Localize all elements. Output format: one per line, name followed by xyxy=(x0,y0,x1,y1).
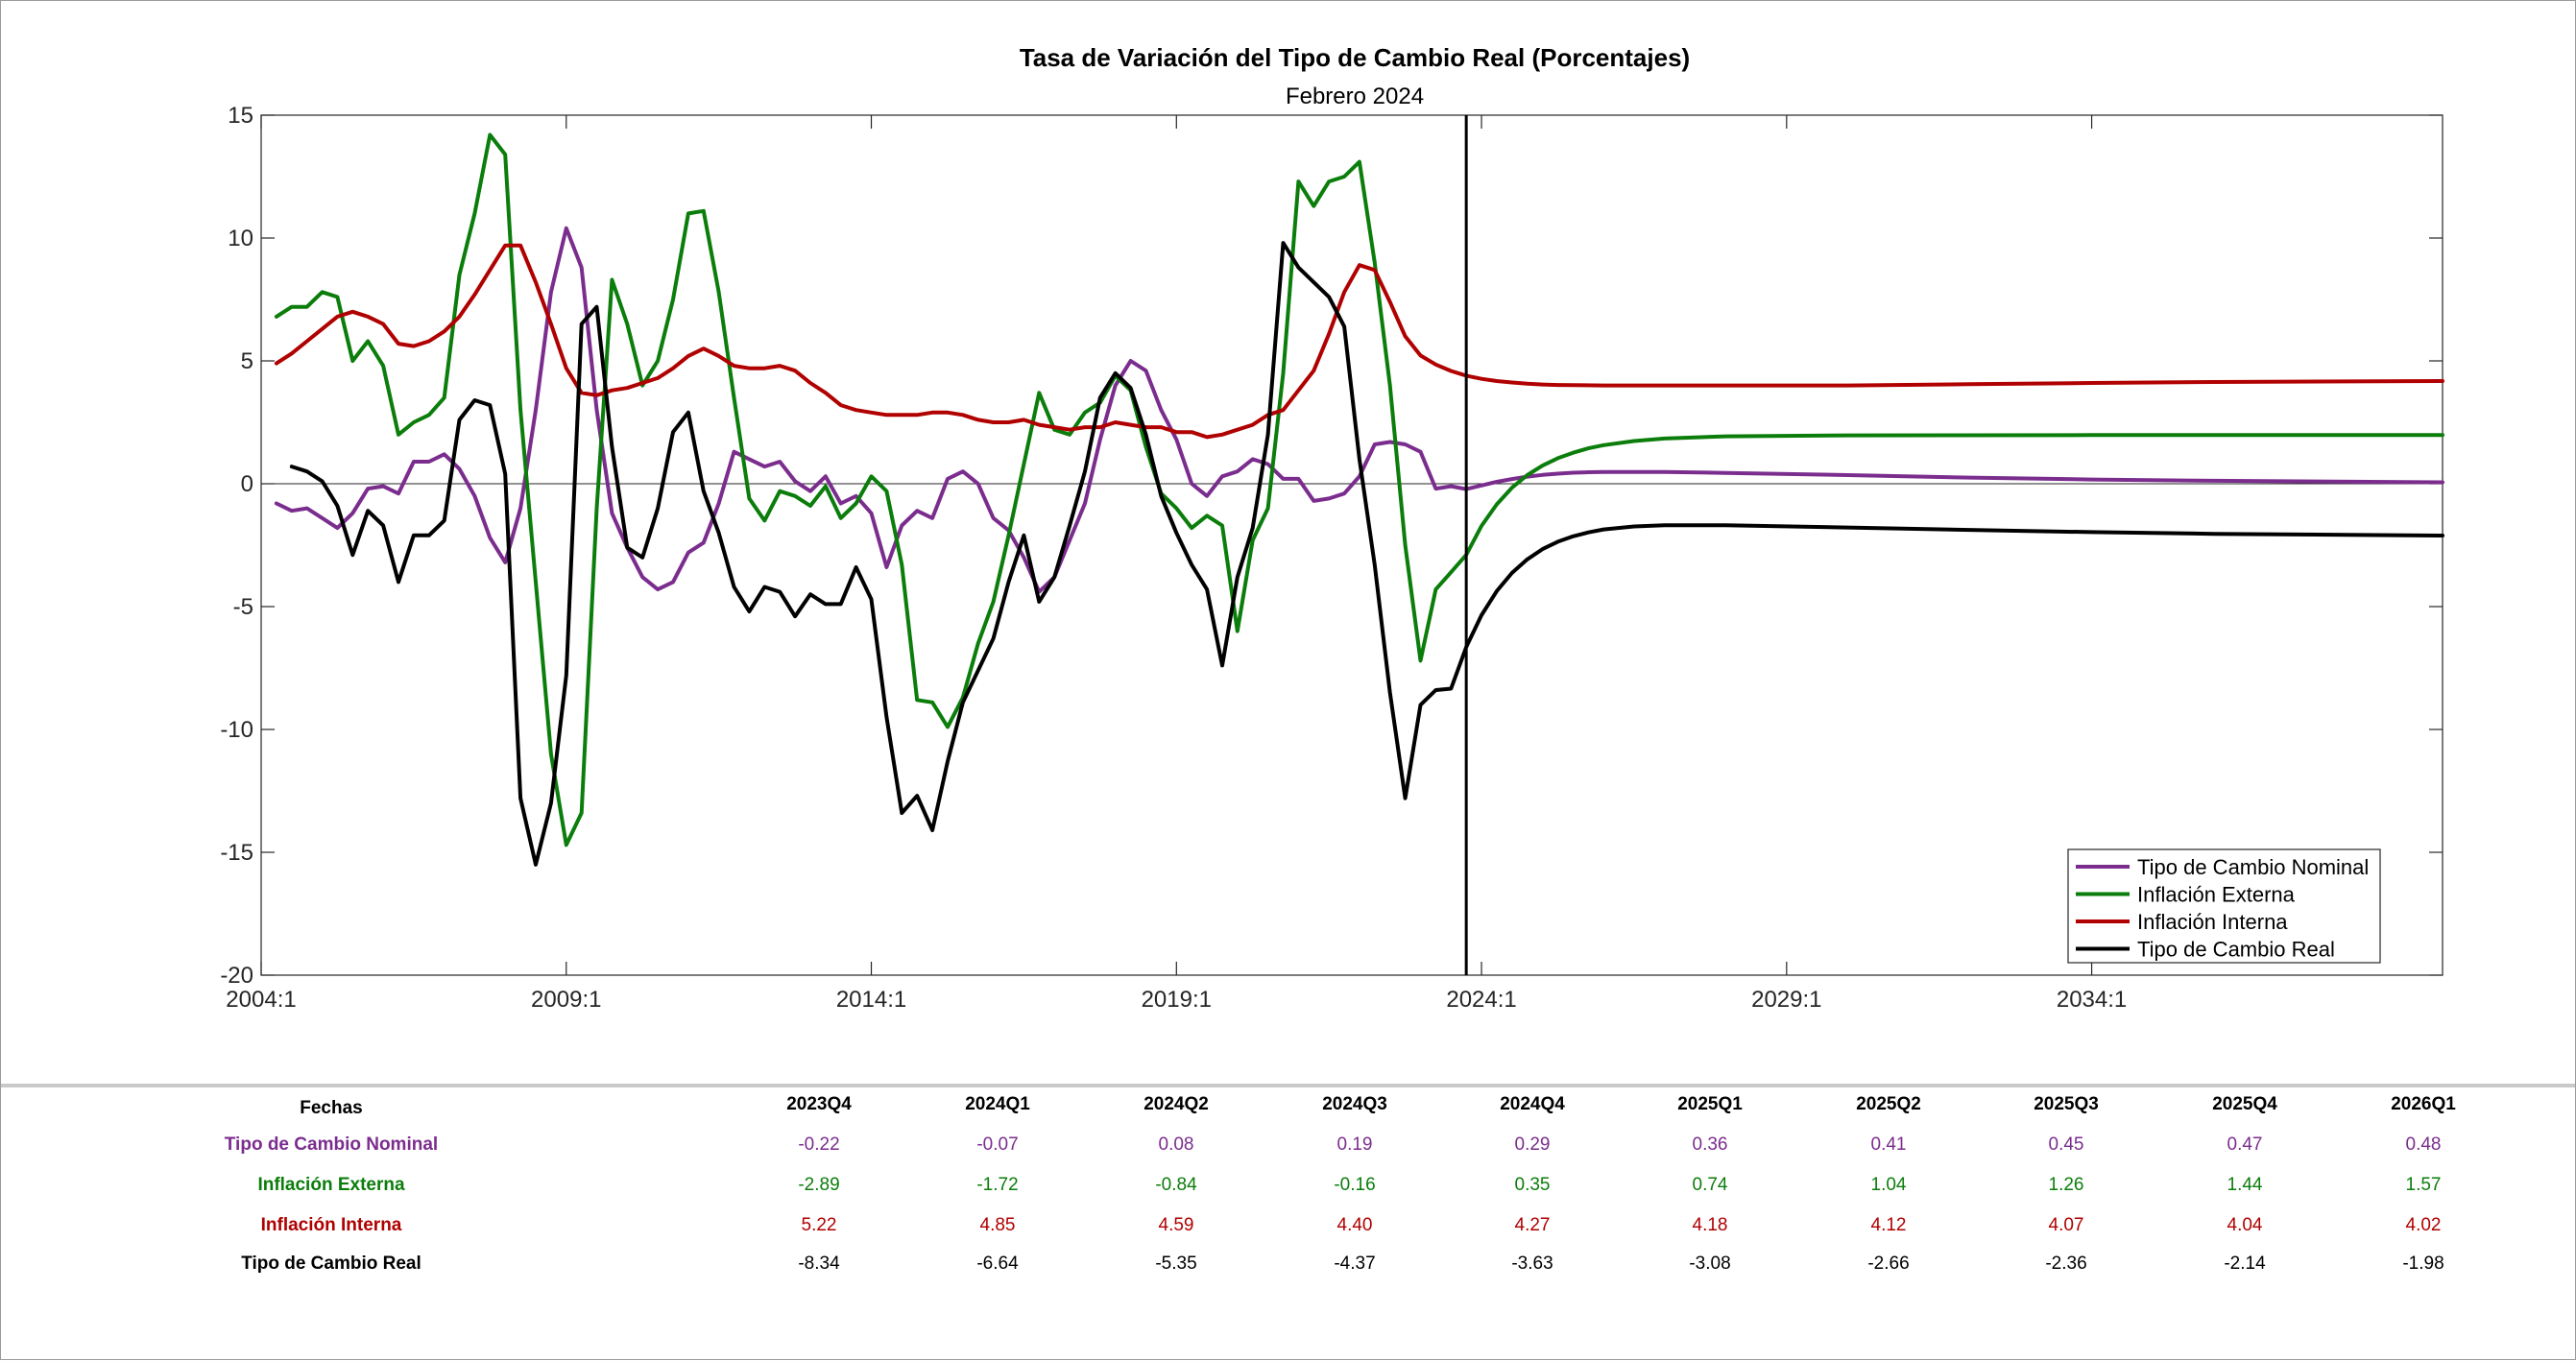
table-cell: 0.41 xyxy=(1870,1134,1907,1155)
chart-title: Tasa de Variación del Tipo de Cambio Rea… xyxy=(1020,43,1690,72)
table-cell: -0.07 xyxy=(976,1134,1019,1155)
table-cell: -2.89 xyxy=(798,1175,840,1195)
y-tick-label: 10 xyxy=(228,226,253,251)
chart-subtitle: Febrero 2024 xyxy=(1286,84,1424,109)
table-cell: 5.22 xyxy=(801,1215,837,1235)
table-cell: -2.14 xyxy=(2224,1254,2266,1274)
table-cell: 4.40 xyxy=(1336,1215,1373,1235)
table-date-header: 2025Q1 xyxy=(1677,1094,1743,1114)
table-row-label: Tipo de Cambio Real xyxy=(241,1254,421,1274)
table-cell: -1.72 xyxy=(976,1175,1019,1195)
table-row-label: Tipo de Cambio Nominal xyxy=(224,1134,439,1155)
table-cell: -0.16 xyxy=(1334,1175,1376,1195)
table-cell: 4.12 xyxy=(1870,1215,1907,1235)
table-row-label: Inflación Externa xyxy=(257,1175,405,1195)
y-tick-label: 0 xyxy=(241,471,253,497)
table-cell: 0.74 xyxy=(1692,1175,1728,1195)
table-cell: -8.34 xyxy=(798,1254,840,1274)
table-cell: 1.04 xyxy=(1870,1175,1907,1195)
series-line-3 xyxy=(274,243,2444,440)
table-cell: 1.57 xyxy=(2405,1175,2442,1195)
table-cell: 4.59 xyxy=(1158,1215,1194,1235)
table-date-header: 2025Q2 xyxy=(1856,1094,1921,1114)
table-cell: -0.84 xyxy=(1155,1175,1197,1195)
table-date-header: 2025Q3 xyxy=(2034,1094,2099,1114)
data-table: Fechas 2023Q4 2024Q1 2024Q2 2024Q3 2024Q4 2025… xyxy=(1,1086,2575,1361)
table-cell: -3.63 xyxy=(1511,1254,1553,1274)
table-date-header: 2026Q1 xyxy=(2391,1094,2456,1114)
table-cell: 0.35 xyxy=(1514,1175,1551,1195)
line-chart: Tasa de Variación del Tipo de Cambio Rea… xyxy=(220,43,2444,1013)
series-line-2 xyxy=(274,132,2444,848)
table-date-header: 2024Q4 xyxy=(1500,1094,1565,1114)
y-tick-label: -5 xyxy=(233,594,253,620)
table-cell: 4.04 xyxy=(2227,1215,2263,1235)
table-cell: 4.02 xyxy=(2405,1215,2442,1235)
table-date-header: 2024Q2 xyxy=(1144,1094,1209,1114)
table-cell: 0.19 xyxy=(1336,1134,1373,1155)
legend-label: Tipo de Cambio Nominal xyxy=(2137,855,2369,879)
table-cell: 1.26 xyxy=(2048,1175,2084,1195)
series-line-4 xyxy=(289,241,2444,867)
x-tick-label: 2004:1 xyxy=(226,987,296,1013)
table-row-label: Inflación Interna xyxy=(260,1215,402,1235)
table-cell: -0.22 xyxy=(798,1134,840,1155)
table-cell: -4.37 xyxy=(1334,1254,1376,1274)
table-cell: 0.36 xyxy=(1692,1134,1728,1155)
x-tick-label: 2024:1 xyxy=(1446,987,1516,1013)
series-line-1 xyxy=(274,226,2444,594)
table-cell: -1.98 xyxy=(2402,1254,2444,1274)
legend-label: Tipo de Cambio Real xyxy=(2137,938,2335,962)
chart-panel: Tasa de Variación del Tipo de Cambio Rea… xyxy=(1,1,2575,1086)
table-cell: 0.45 xyxy=(2048,1134,2084,1155)
y-tick-label: -20 xyxy=(220,963,253,989)
y-tick-label: 5 xyxy=(241,348,253,374)
table-date-header: 2024Q3 xyxy=(1322,1094,1387,1114)
table-date-header: 2023Q4 xyxy=(786,1094,852,1114)
y-tick-label: 15 xyxy=(228,103,253,129)
legend-label: Inflación Externa xyxy=(2137,883,2296,907)
x-tick-label: 2009:1 xyxy=(531,987,601,1013)
table-cell: -6.64 xyxy=(976,1254,1019,1274)
table-cell: -2.36 xyxy=(2045,1254,2087,1274)
y-tick-label: -10 xyxy=(220,717,253,743)
table-cell: 4.18 xyxy=(1692,1215,1728,1235)
table-cell: -3.08 xyxy=(1689,1254,1731,1274)
y-tick-label: -15 xyxy=(220,840,253,866)
x-tick-label: 2034:1 xyxy=(2057,987,2127,1013)
table-cell: 4.07 xyxy=(2048,1215,2084,1235)
table-date-header: 2024Q1 xyxy=(965,1094,1030,1114)
table-cell: 4.85 xyxy=(979,1215,1016,1235)
x-tick-label: 2014:1 xyxy=(836,987,906,1013)
table-cell: -5.35 xyxy=(1155,1254,1197,1274)
table-cell: 0.48 xyxy=(2405,1134,2442,1155)
table-cell: 0.47 xyxy=(2227,1134,2263,1155)
table-cell: 4.27 xyxy=(1514,1215,1551,1235)
table-cell: 0.08 xyxy=(1158,1134,1194,1155)
table-cell: -2.66 xyxy=(1867,1254,1910,1274)
legend-label: Inflación Interna xyxy=(2137,910,2288,934)
table-date-header: 2025Q4 xyxy=(2212,1094,2277,1114)
plot-frame xyxy=(260,114,2444,976)
table-header-fechas: Fechas xyxy=(300,1098,363,1118)
table-cell: 0.29 xyxy=(1514,1134,1551,1155)
table-cell: 1.44 xyxy=(2227,1175,2263,1195)
x-tick-label: 2019:1 xyxy=(1142,987,1212,1013)
x-tick-label: 2029:1 xyxy=(1751,987,1821,1013)
